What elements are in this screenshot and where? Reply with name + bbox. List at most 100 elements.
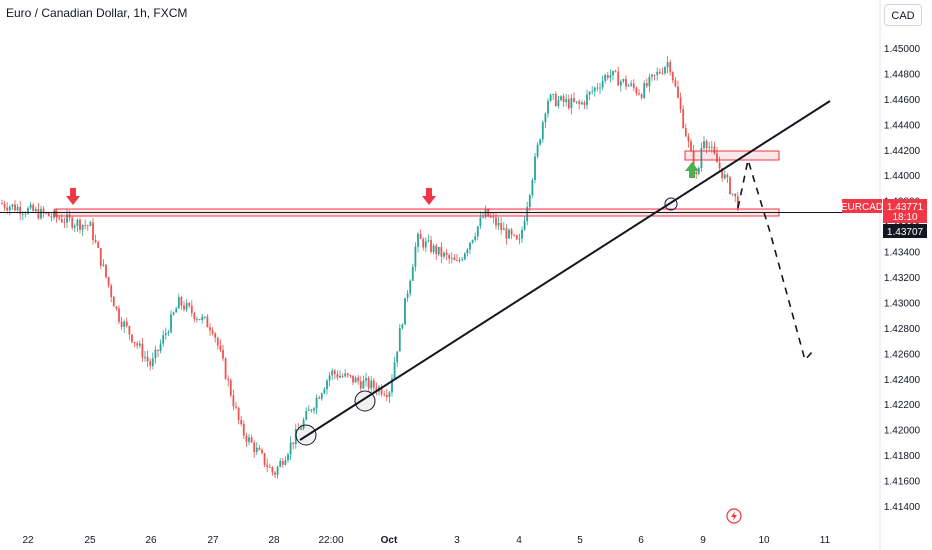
candle-body [170,314,172,333]
candle-body [430,240,432,252]
candle-body [328,375,331,381]
candle-body [131,334,133,343]
candle-body [700,148,703,168]
candle-body [42,208,45,213]
candle-body [8,206,11,211]
candle-body [375,387,378,392]
y-tick-label: 1.44200 [884,146,921,157]
candle-body [66,214,68,223]
candle-body [705,141,708,148]
currency-button[interactable]: CAD [884,4,922,26]
candle-body [315,397,318,409]
candle-body [37,208,40,219]
candle-body [58,217,61,219]
candle-body [651,74,653,77]
candle-body [552,94,555,95]
candle-body [362,380,365,389]
y-tick-label: 1.42600 [884,349,921,360]
candle-body [674,80,677,87]
candle-body [427,240,430,242]
candle-body [414,246,417,267]
candle-body [24,213,27,215]
candle-body [162,335,165,344]
candle-body [539,139,542,145]
candle-body [183,305,185,310]
candle-body [534,156,536,181]
candle-body [359,381,362,389]
candle-body [81,224,84,230]
candle-body [716,153,718,163]
y-tick-label: 1.42000 [884,426,921,437]
x-tick-label: 6 [638,535,644,546]
candle-body [515,235,518,240]
x-tick-label: 4 [516,535,522,546]
y-tick-label: 1.43000 [884,298,921,309]
candle-body [50,216,53,218]
candle-body [92,222,94,241]
candle-body [336,374,339,378]
candle-body [339,375,341,378]
candle-body [495,217,497,226]
candle-body [690,141,692,151]
candle-body [500,222,503,230]
candle-body [193,313,196,320]
event-flash-icon[interactable] [726,508,742,524]
line-price-label: 1.43707 [883,224,927,238]
candle-body [406,293,409,298]
candle-body [138,343,141,346]
candle-body [734,193,737,197]
candle-body [718,162,721,169]
candle-body [461,259,464,261]
candle-body [422,239,425,248]
candle-body [448,255,451,259]
candle-body [682,109,685,129]
price-axis[interactable]: 1.45000 1.44800 1.44600 1.44400 1.44200 1.440… [884,44,921,513]
candle-body [391,378,393,393]
candle-body [99,247,102,266]
candle-body [409,280,412,294]
candle-body [73,225,76,228]
time-axis[interactable]: 22 25 26 27 28 22:00 Oct 3 4 5 6 9 10 11 [22,535,830,546]
candle-body [648,76,651,87]
candle-body [513,234,516,236]
ascending-trendline[interactable] [299,100,831,441]
candle-body [541,122,544,140]
y-tick-label: 1.41400 [884,502,921,513]
candle-body [76,219,79,226]
candle-body [245,435,248,442]
candle-body [229,380,232,396]
candle-body [198,319,201,321]
candle-body [40,208,42,219]
candle-body [177,297,180,309]
candle-body [346,373,349,376]
candle-body [627,85,630,87]
candle-body [614,70,617,72]
candle-body [437,246,440,255]
x-tick-label: Oct [381,535,398,546]
candle-body [526,207,529,222]
y-tick-label: 1.44000 [884,171,921,182]
candle-body [466,249,469,254]
candle-body [443,252,445,257]
candle-body [222,349,224,359]
candle-body [625,79,627,87]
candle-body [214,333,217,338]
candle-body [357,377,360,382]
candle-body [593,87,596,92]
candle-body [656,71,659,75]
candle-body [567,99,570,109]
arrow-down-icon [422,188,436,205]
candle-body [263,453,266,465]
candle-body [723,174,726,179]
candle-body [492,217,495,218]
candle-body [136,343,139,346]
candle-body [565,99,568,102]
candle-body [255,447,258,453]
candle-body [557,100,560,107]
x-tick-label: 11 [820,535,831,546]
candle-body [687,136,690,142]
candle-body [118,308,120,322]
candle-body [398,327,401,352]
candle-body [250,437,253,443]
